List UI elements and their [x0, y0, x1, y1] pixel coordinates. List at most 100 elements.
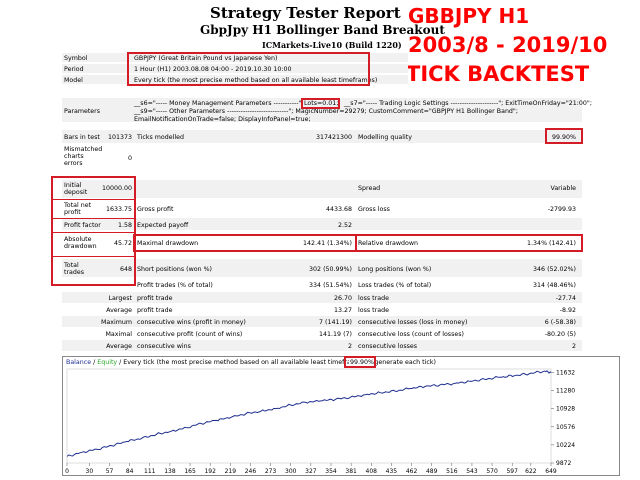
- avg2-label: Average: [106, 343, 132, 350]
- x-tick-label: 192: [204, 468, 216, 475]
- chart-legend: Balance / Equity / Every tick (the most …: [66, 359, 436, 366]
- x-tick-label: 165: [184, 468, 196, 475]
- model-label: Model: [64, 77, 83, 84]
- long-label: Long positions (won %): [358, 266, 432, 273]
- net-value: 1633.75: [105, 206, 132, 213]
- x-tick-label: 462: [406, 468, 418, 475]
- abs-dd-label: Absolute drawdown: [64, 236, 97, 250]
- max-cw-value: 7 (141.19): [319, 319, 352, 326]
- gross-loss-label: Gross loss: [358, 206, 390, 213]
- param-lots: Lots=0.01;: [304, 100, 339, 107]
- largest-loss-value: -27.74: [555, 295, 576, 302]
- x-tick-label: 246: [245, 468, 257, 475]
- left-stats-highlight: [51, 176, 136, 286]
- maxl-cl-value: -80.20 (5): [544, 331, 576, 338]
- maxl-cl-label: consecutive loss (count of losses): [358, 331, 464, 338]
- legend-separator: /: [91, 359, 98, 366]
- y-tick-label: 10928: [556, 406, 575, 413]
- max-dd-label: Maximal drawdown: [137, 240, 199, 247]
- y-tick-label: 10576: [556, 424, 575, 431]
- overlay-pair: GBBJPY H1: [408, 4, 530, 28]
- rel-dd-value: 1.34% (142.41): [527, 240, 576, 247]
- overlay-tick: TICK BACKTEST: [406, 62, 590, 86]
- initial-value: 10000.00: [101, 185, 132, 192]
- average-label: Average: [106, 307, 132, 314]
- balance-series-line: [66, 370, 552, 457]
- loss-trades-value: 314 (48.46%): [533, 282, 576, 289]
- x-tick-label: 0: [65, 468, 69, 475]
- legend-description: / Every tick (the most precise method ba…: [117, 359, 436, 366]
- pf-value: 1.58: [117, 222, 132, 229]
- x-tick-label: 111: [144, 468, 156, 475]
- report-server: ICMarkets-Live10 (Build 1220): [262, 40, 402, 50]
- parameters-label: Parameters: [64, 108, 101, 115]
- long-value: 346 (52.02%): [533, 266, 576, 273]
- x-tick-label: 273: [265, 468, 277, 475]
- largest-label: Largest: [108, 295, 132, 302]
- ticks-label: Ticks modelled: [137, 134, 185, 141]
- param-line1b: __s7="----- Trading Logic Settings -----…: [344, 100, 592, 107]
- largest-loss-label: loss trade: [358, 295, 389, 302]
- max-cw-label: consecutive wins (profit in money): [137, 319, 246, 326]
- maxl-cp-value: 141.19 (7): [319, 331, 352, 338]
- chart-quality-highlight: [344, 356, 376, 368]
- x-tick-label: 327: [305, 468, 317, 475]
- y-tick-label: 10224: [556, 442, 575, 449]
- param-line3: EmailNotificationOnTrade=false; DisplayI…: [134, 116, 311, 123]
- symbol-value: GBPJPY (Great Britain Pound vs Japanese …: [134, 55, 278, 62]
- x-tick-label: 84: [126, 468, 134, 475]
- quality-label: Modelling quality: [358, 134, 412, 141]
- avg-cw-label: consecutive wins: [137, 343, 191, 350]
- param-line2: __s9="----- Other Parameters -----------…: [134, 108, 518, 115]
- max-cl-value: 6 (-58.38): [544, 319, 576, 326]
- period-value: 1 Hour (H1) 2003.08.08 04:00 - 2019.10.3…: [134, 66, 292, 73]
- avg-profit-label: profit trade: [137, 307, 173, 314]
- abs-dd-value: 45.72: [113, 240, 132, 247]
- x-tick-label: 138: [164, 468, 176, 475]
- profit-trades-value: 334 (51.54%): [309, 282, 352, 289]
- gross-profit-label: Gross profit: [137, 206, 174, 213]
- drawdown-highlight: [133, 234, 583, 252]
- model-value: Every tick (the most precise method base…: [134, 77, 378, 84]
- short-label: Short positions (won %): [137, 266, 213, 273]
- net-label: Total net profit: [64, 202, 92, 216]
- legend-balance: Balance: [66, 359, 92, 366]
- short-value: 302 (50.99%): [309, 266, 352, 273]
- avg-cl-value: 2: [571, 343, 576, 350]
- x-tick-label: 408: [366, 468, 378, 475]
- rel-dd-label: Relative drawdown: [358, 240, 418, 247]
- chart-quality: 99.90%: [349, 359, 376, 366]
- legend-equity: Equity: [97, 359, 118, 366]
- param-line1a: __s6="----- Money Management Parameters …: [134, 100, 304, 107]
- max-dd-value: 142.41 (1.34%): [303, 240, 352, 247]
- loss-trades-label: Loss trades (% of total): [358, 282, 432, 289]
- symbol-label: Symbol: [64, 55, 88, 62]
- pf-label: Profit factor: [64, 222, 101, 229]
- spread-value: Variable: [550, 185, 577, 192]
- lots-highlight: [301, 98, 340, 109]
- x-tick-label: 489: [426, 468, 438, 475]
- spread-label: Spread: [358, 185, 381, 192]
- x-tick-label: 30: [86, 468, 94, 475]
- gross-profit-value: 4433.68: [325, 206, 352, 213]
- mismatch-value: 0: [127, 155, 132, 162]
- plot-frame: [66, 368, 552, 464]
- exp-label: Expected payoff: [137, 222, 189, 229]
- total-trades-label: Total trades: [64, 262, 85, 276]
- maximal-label: Maximal: [105, 331, 132, 338]
- total-trades-value: 648: [119, 266, 132, 273]
- y-tick-label: 11280: [556, 388, 575, 395]
- avg-loss-value: -8.92: [559, 307, 576, 314]
- period-label: Period: [64, 66, 84, 73]
- report-title: Strategy Tester Report: [210, 4, 401, 22]
- x-tick-label: 57: [106, 468, 114, 475]
- max-cl-label: consecutive losses (loss in money): [358, 319, 468, 326]
- ticks-value: 317421300: [315, 134, 352, 141]
- mismatch-label: Mismatched charts errors: [64, 146, 103, 167]
- x-tick-label: 597: [506, 468, 518, 475]
- avg-loss-label: loss trade: [358, 307, 389, 314]
- exp-value: 2.52: [337, 222, 352, 229]
- largest-profit-value: 26.70: [333, 295, 352, 302]
- symbol-period-highlight: [127, 52, 370, 86]
- avg-cw-value: 2: [347, 343, 352, 350]
